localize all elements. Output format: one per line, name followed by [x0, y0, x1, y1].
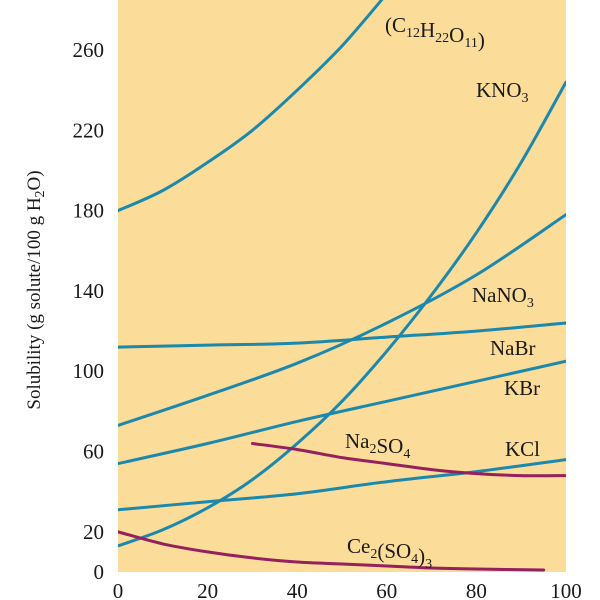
series-labels: (C12H22O11) KNO3 NaNO3 NaBr KBr KCl Na2SO4 Ce2(… — [345, 13, 540, 572]
label-kno3: KNO3 — [476, 78, 529, 106]
y-tick-20: 20 — [83, 520, 104, 544]
curves-layer — [118, 0, 566, 572]
x-tick-40: 40 — [287, 579, 308, 600]
plot-area — [118, 0, 566, 572]
label-nano3: NaNO3 — [472, 283, 534, 311]
y-tick-60: 60 — [83, 440, 104, 464]
curve-kno3 — [118, 80, 566, 548]
x-tick-0: 0 — [113, 579, 124, 600]
y-tick-260: 260 — [73, 38, 105, 62]
y-tick-180: 180 — [73, 199, 105, 223]
label-ce2-so4-3: Ce2(SO4)3 — [347, 534, 432, 572]
x-tick-100: 100 — [550, 579, 582, 600]
x-tick-60: 60 — [376, 579, 397, 600]
curve-nabr — [118, 321, 566, 349]
curve-sugar-c12h22o11 — [118, 0, 384, 213]
y-tick-140: 140 — [73, 279, 105, 303]
label-kcl: KCl — [505, 437, 540, 461]
label-nabr: NaBr — [490, 336, 536, 360]
curve-na2so4 — [250, 442, 566, 478]
y-axis-label: Solubility (g solute/100 g H2O) — [24, 170, 48, 409]
curve-kcl — [118, 458, 566, 512]
y-tick-220: 220 — [73, 118, 105, 142]
x-tick-labels: 0 20 40 60 80 100 — [113, 579, 582, 600]
label-kbr: KBr — [504, 376, 540, 400]
label-sugar-c12h22o11: (C12H22O11) — [385, 13, 485, 52]
y-tick-0: 0 — [94, 560, 105, 584]
y-tick-labels: 0 20 60 100 140 180 220 260 — [73, 38, 105, 584]
y-tick-100: 100 — [73, 359, 105, 383]
label-na2so4: Na2SO4 — [345, 429, 410, 462]
x-tick-20: 20 — [197, 579, 218, 600]
curve-ce2-so4-3 — [118, 530, 546, 572]
curve-kbr — [118, 359, 566, 466]
x-tick-80: 80 — [466, 579, 487, 600]
